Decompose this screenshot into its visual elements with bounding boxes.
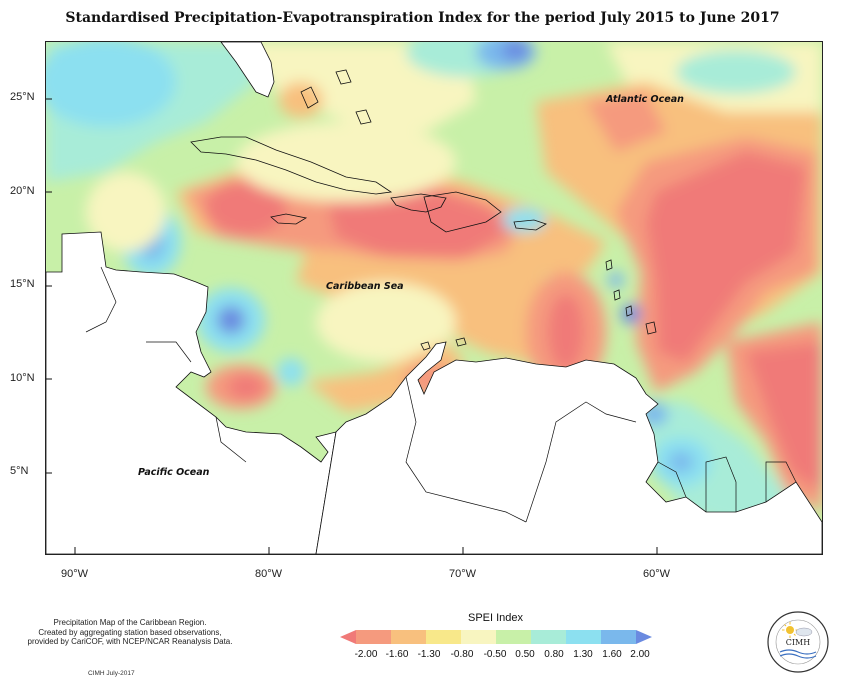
legend-label: 1.60 [602, 649, 622, 660]
logo-text: CIMH [786, 638, 810, 647]
legend-labels: -2.00 -1.60 -1.30 -0.80 -0.50 0.50 0.80 … [345, 649, 655, 663]
x-tick-label: 90°W [61, 568, 89, 580]
legend-label: 0.50 [515, 649, 535, 660]
legend-swatch [601, 630, 636, 644]
sun-cloud-icon [782, 622, 813, 638]
country-borders [85, 266, 797, 523]
legend-label: -0.80 [450, 649, 474, 660]
legend-label: -1.30 [417, 649, 441, 660]
legend-label: 1.30 [573, 649, 593, 660]
caribbean-sea-label: Caribbean Sea [326, 281, 404, 292]
x-tick-label: 80°W [255, 568, 283, 580]
map-title: Standardised Precipitation-Evapotranspir… [65, 10, 780, 26]
island-outlines [190, 69, 657, 351]
credit-line: Precipitation Map of the Caribbean Regio… [53, 618, 207, 627]
legend-colorbar [340, 630, 652, 644]
legend-swatch [356, 630, 391, 644]
y-tick-label: 20°N [10, 185, 35, 197]
legend-swatch [340, 630, 356, 644]
y-tick-label: 15°N [10, 278, 35, 290]
legend-swatch [636, 630, 652, 644]
credit-date: CIMH July-2017 [88, 670, 135, 677]
legend-swatch [496, 630, 531, 644]
legend-label: -2.00 [354, 649, 378, 660]
legend-label: 2.00 [630, 649, 650, 660]
y-tick-label: 25°N [10, 91, 35, 103]
cimh-logo: CIMH [767, 611, 829, 673]
legend-label: -0.50 [483, 649, 507, 660]
pacific-ocean-label: Pacific Ocean [138, 467, 210, 478]
legend-title: SPEI Index [468, 612, 524, 624]
legend-swatch [531, 630, 566, 644]
x-tick-label: 70°W [449, 568, 477, 580]
legend-label: -1.60 [385, 649, 409, 660]
legend-swatch [391, 630, 426, 644]
legend-swatch [426, 630, 461, 644]
credit-line: provided by CariCOF, with NCEP/NCAR Rean… [27, 637, 233, 646]
spei-field [46, 42, 822, 554]
legend-swatch [461, 630, 496, 644]
legend-label: 0.80 [544, 649, 564, 660]
spei-map [45, 41, 823, 555]
credit-line: Created by aggregating station based obs… [38, 627, 222, 637]
credit-text: Precipitation Map of the Caribbean Regio… [0, 618, 260, 647]
x-tick-label: 60°W [643, 568, 671, 580]
legend-swatch [566, 630, 601, 644]
y-tick-label: 10°N [10, 372, 35, 384]
y-tick-label: 5°N [10, 465, 29, 477]
atlantic-ocean-label: Atlantic Ocean [606, 94, 684, 105]
graticule-ticks [46, 98, 658, 554]
